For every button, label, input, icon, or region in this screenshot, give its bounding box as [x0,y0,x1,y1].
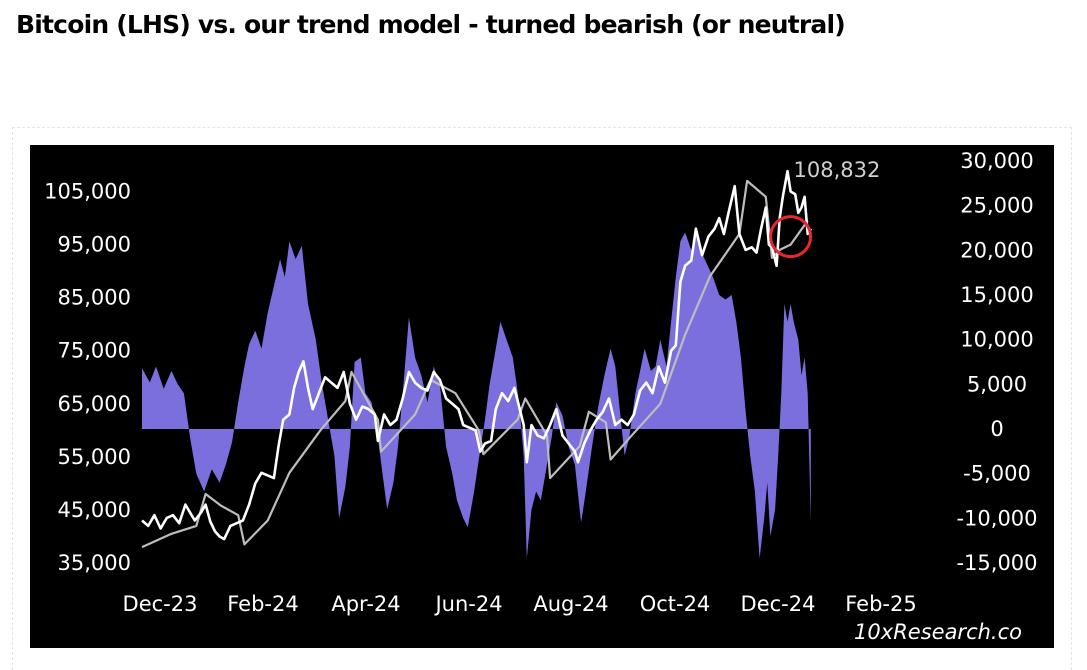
left-axis-tick: 65,000 [58,392,131,416]
left-axis-tick: 75,000 [58,339,131,363]
right-axis-tick: -15,000 [956,551,1037,575]
x-axis-tick: Dec-24 [741,592,816,616]
chart-svg: 105,000 95,000 85,000 75,000 65,000 55,000 45,… [30,145,1054,648]
right-axis-tick: 15,000 [960,283,1033,307]
x-axis-tick: Jun-24 [433,592,502,616]
left-axis-tick: 105,000 [44,180,131,204]
right-axis-tick: -10,000 [956,506,1037,530]
credit-label: 10xResearch.co [854,620,1022,644]
x-axis-tick: Feb-25 [845,592,916,616]
right-axis-tick: 10,000 [960,328,1033,352]
x-axis-tick: Dec-23 [123,592,198,616]
right-axis-tick: 5,000 [967,372,1027,396]
page-title: Bitcoin (LHS) vs. our trend model - turn… [16,10,845,39]
peak-price-label: 108,832 [794,158,881,182]
left-axis-tick: 85,000 [58,286,131,310]
highlight-circle [771,217,811,257]
left-axis-tick: 55,000 [58,445,131,469]
left-axis-tick: 35,000 [58,551,131,575]
chart-panel: 105,000 95,000 85,000 75,000 65,000 55,000 45,… [30,145,1054,648]
right-axis-tick: 20,000 [960,238,1033,262]
right-axis-tick: 25,000 [960,194,1033,218]
left-axis-tick: 95,000 [58,233,131,257]
x-axis-tick: Oct-24 [640,592,711,616]
right-axis-tick: -5,000 [963,462,1031,486]
left-axis-tick: 45,000 [58,498,131,522]
x-axis-tick: Feb-24 [227,592,298,616]
x-axis-tick: Aug-24 [533,592,608,616]
x-axis-tick: Apr-24 [331,592,400,616]
trend-model-area [142,233,811,559]
right-axis-tick: 30,000 [960,149,1033,173]
right-axis-tick: 0 [990,417,1003,441]
